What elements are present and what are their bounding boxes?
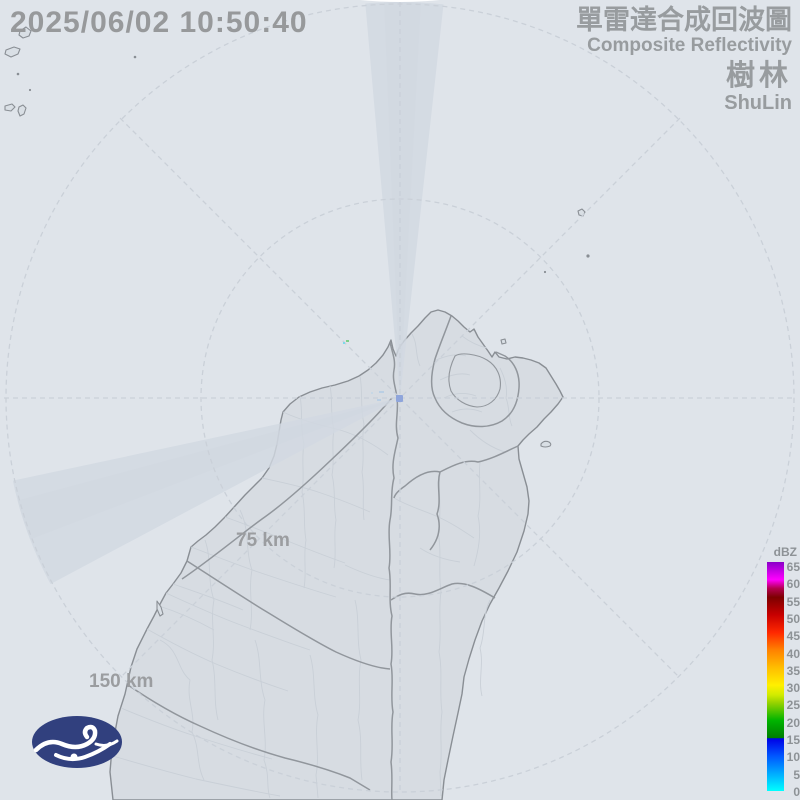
colorbar-unit-label: dBZ [773,545,797,559]
colorbar-ticks: 65 60 55 50 45 40 35 30 25 20 15 10 5 0 [784,560,800,799]
colorbar-gradient [767,562,784,791]
colorbar-tick-label: 65 [786,560,800,574]
colorbar-tick-label: 30 [786,681,800,696]
range-label-75km: 75 km [236,530,290,551]
colorbar-tick-label: 50 [786,611,800,626]
timestamp: 2025/06/02 10:50:40 [10,6,308,39]
colorbar-tick-label: 10 [786,750,800,765]
colorbar-tick-label: 60 [786,577,800,592]
colorbar-tick-label: 0 [793,784,800,799]
station-name-block: 樹林 ShuLin [724,60,792,114]
colorbar-tick-label: 45 [786,629,800,644]
colorbar-tick-label: 15 [786,733,800,747]
colorbar-tick-label: 35 [786,663,800,678]
cwb-logo [32,716,122,768]
station-name-zh: 樹林 [725,60,792,92]
reflectivity-colorbar: dBZ 65 60 55 50 45 40 35 30 25 20 15 10 5 0 [767,545,800,799]
product-title-zh: 單雷達合成回波圖 [576,5,792,35]
station-name-en: ShuLin [724,92,792,114]
colorbar-tick-label: 40 [786,646,800,661]
range-label-150km: 150 km [89,671,154,692]
product-title-block: 單雷達合成回波圖 Composite Reflectivity [576,5,792,56]
cwb-logo-swirl [33,724,119,762]
colorbar-tick-label: 5 [793,767,800,782]
colorbar-tick-label: 20 [786,715,800,730]
colorbar-tick-label: 55 [786,594,800,609]
product-title-en: Composite Reflectivity [587,35,792,56]
colorbar-tick-label: 25 [786,698,800,713]
